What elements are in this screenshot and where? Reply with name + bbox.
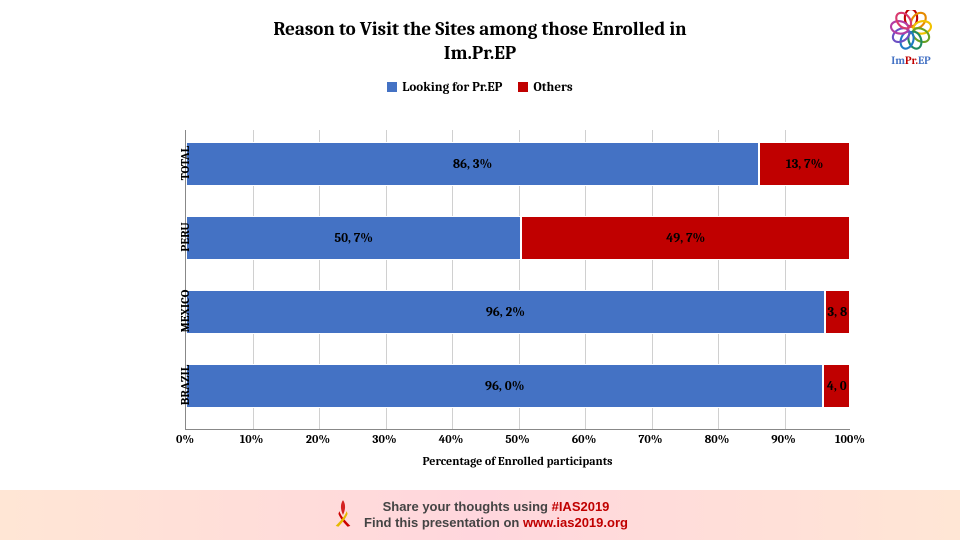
bar-segment: 86, 3% [186,142,759,186]
bar-row: 96, 0%4, 0 [186,364,850,408]
x-axis-title: Percentage of Enrolled participants [185,454,850,468]
chart-area: 86, 3%13, 7% 50, 7%49, 7% 96, 2%3, 8 96, 0%… [185,130,850,450]
legend-swatch [387,82,397,92]
footer-url: www.ias2019.org [523,515,628,530]
category-label: TOTAL [178,133,192,193]
imprep-logo: ImPr.EP [876,10,946,80]
x-tick-label: 20% [306,432,330,446]
x-tick-label: 0% [176,432,194,446]
footer-banner: Share your thoughts using #IAS2019 Find … [0,490,960,540]
bar-segment: 50, 7% [186,216,521,260]
bar-segment: 3, 8 [825,290,850,334]
category-label: PERU [178,207,192,267]
title-line-2: Im.Pr.EP [0,42,960,66]
title-line-1: Reason to Visit the Sites among those En… [0,18,960,42]
legend-label: Looking for Pr.EP [402,80,502,95]
category-label: BRAZIL [178,355,192,415]
bar-segment: 13, 7% [759,142,850,186]
legend-label: Others [533,80,572,95]
footer-line2-text: Find this presentation on [364,515,523,530]
bar-row: 96, 2%3, 8 [186,290,850,334]
bar-row: 50, 7%49, 7% [186,216,850,260]
x-axis-ticks: 0%10%20%30%40%50%60%70%80%90%100% [185,432,850,452]
category-label: MEXICO [178,281,192,341]
chart-title: Reason to Visit the Sites among those En… [0,0,960,66]
logo-text: ImPr.EP [891,54,930,67]
x-tick-label: 90% [771,432,796,446]
legend-swatch [518,82,528,92]
plot-region: 86, 3%13, 7% 50, 7%49, 7% 96, 2%3, 8 96, 0%… [185,130,850,430]
logo-flower-icon [884,10,938,54]
legend-item: Others [518,80,572,95]
bar-segment: 49, 7% [521,216,850,260]
legend: Looking for Pr.EP Others [0,80,960,95]
legend-item: Looking for Pr.EP [387,80,502,95]
footer-text: Share your thoughts using #IAS2019 Find … [364,499,628,530]
bar-segment: 96, 0% [186,364,823,408]
bar-row: 86, 3%13, 7% [186,142,850,186]
x-tick-label: 60% [572,432,597,446]
footer-line1-text: Share your thoughts using [383,499,552,514]
x-tick-label: 100% [835,432,865,446]
x-tick-label: 80% [705,432,730,446]
footer-hashtag: #IAS2019 [552,499,610,514]
x-tick-label: 70% [638,432,662,446]
bar-segment: 4, 0 [823,364,850,408]
bar-segment: 96, 2% [186,290,825,334]
x-tick-label: 30% [372,432,396,446]
x-tick-label: 40% [439,432,464,446]
x-tick-label: 10% [240,432,264,446]
x-tick-label: 50% [505,432,529,446]
ribbon-icon [332,498,354,533]
